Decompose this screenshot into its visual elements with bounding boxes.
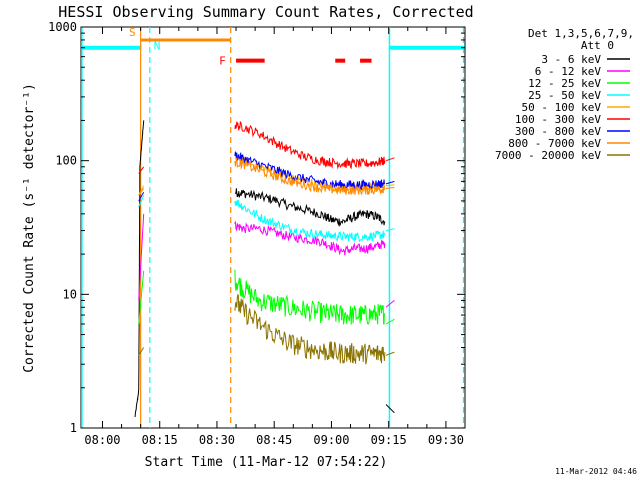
legend-entry-label: 300 - 800 keV (515, 125, 601, 138)
series-4 (138, 195, 395, 243)
series-line-main (234, 121, 386, 170)
legend-entry-label: 50 - 100 keV (522, 101, 602, 114)
legend-entry-label: 6 - 12 keV (535, 65, 602, 78)
x-tick-label: 08:45 (256, 433, 292, 447)
series-line-pre (138, 270, 145, 325)
series-line-main (234, 294, 386, 365)
series-line-post (385, 351, 395, 356)
night-marker-label: N (154, 40, 161, 53)
series-line-post (385, 157, 395, 162)
x-axis-label: Start Time (11-Mar-12 07:54:22) (145, 455, 388, 470)
series-line-pre (138, 347, 145, 356)
x-tick-label: 08:00 (84, 433, 120, 447)
series-8 (138, 156, 395, 196)
series-line-pre (138, 192, 145, 202)
y-axis: 1 10 100 1000 (48, 20, 465, 435)
y-tick-label: 10 (63, 287, 77, 301)
y-tick-label: 1 (70, 421, 77, 435)
plot-frame (80, 26, 466, 429)
series-line-pre (134, 120, 145, 418)
x-tick-label: 09:00 (313, 433, 349, 447)
legend-entry-label: 12 - 25 keV (528, 77, 601, 90)
x-tick-label: 09:15 (371, 433, 407, 447)
legend-entry-label: 7000 - 20000 keV (495, 149, 601, 162)
series-line-pre (138, 188, 145, 196)
saa-marker-label: S (129, 26, 136, 39)
y-tick-label: 100 (55, 154, 77, 168)
x-tick-label: 08:30 (199, 433, 235, 447)
legend-header-line-1: Det 1,3,5,6,7,9, (528, 27, 634, 40)
x-tick-label: 09:30 (428, 433, 464, 447)
series-line-pre (138, 213, 145, 301)
legend-entry-label: 3 - 6 keV (541, 53, 601, 66)
x-tick-label: 08:15 (142, 433, 178, 447)
legend-entry-label: 800 - 7000 keV (508, 137, 601, 150)
series-6 (138, 121, 395, 174)
series-2 (138, 213, 395, 308)
chart-title: HESSI Observing Summary Count Rates, Cor… (58, 3, 473, 21)
series-line-main (234, 188, 386, 227)
series-line-post (385, 184, 395, 187)
legend-header-line-2: Att 0 (581, 39, 614, 52)
series-line-pre (138, 195, 145, 208)
y-tick-label: 1000 (48, 20, 77, 34)
flare-marker-label: F (219, 55, 226, 68)
series-line-post (385, 318, 395, 325)
timestamp: 11-Mar-2012 04:46 (555, 467, 637, 476)
x-axis: 08:00 08:15 08:30 08:45 09:00 09:15 09:30 (84, 27, 464, 447)
series-layer (134, 120, 395, 418)
series-line-main (234, 199, 386, 243)
series-3 (138, 269, 395, 325)
series-line-main (234, 156, 386, 196)
y-axis-label: Corrected Count Rate (s⁻¹ detector⁻¹) (22, 83, 37, 373)
series-line-post (385, 404, 395, 414)
series-9 (138, 294, 395, 365)
legend-entry-label: 25 - 50 keV (528, 89, 601, 102)
overlays-layer: S N F (81, 26, 465, 428)
legend-entry-label: 100 - 300 keV (515, 113, 601, 126)
series-line-post (385, 180, 395, 185)
series-line-post (385, 187, 395, 189)
series-1 (134, 120, 395, 418)
series-line-pre (138, 166, 145, 174)
series-line-post (385, 228, 395, 232)
series-line-main (234, 269, 386, 325)
series-line-post (385, 300, 395, 308)
series-line-main (234, 221, 386, 256)
